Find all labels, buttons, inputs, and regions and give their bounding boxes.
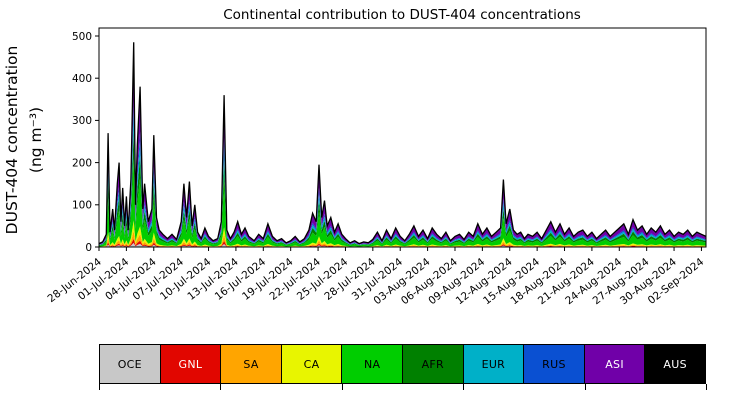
legend-label: CA <box>303 357 320 371</box>
legend-label: AFR <box>421 357 444 371</box>
legend-item-aus: AUS <box>644 344 706 384</box>
y-tick-label: 300 <box>72 115 92 127</box>
legend-label: SA <box>243 357 259 371</box>
y-tick-label: 100 <box>72 200 92 212</box>
y-axis-label-line2: (ng m⁻³) <box>27 107 45 173</box>
legend-item-gnl: GNL <box>159 344 222 384</box>
dust-stacked-area-chart: Continental contribution to DUST-404 con… <box>3 7 707 307</box>
legend-item-rus: RUS <box>523 344 585 384</box>
total-line <box>98 42 707 245</box>
legend-label: OCE <box>117 357 142 371</box>
legend-label: NA <box>363 357 381 371</box>
legend-label: EUR <box>481 357 506 371</box>
legend-item-afr: AFR <box>401 344 464 384</box>
legend-item-na: NA <box>341 344 403 384</box>
legend-axis-tick <box>341 384 343 390</box>
y-tick-label: 400 <box>72 73 92 85</box>
legend-label: ASI <box>605 357 624 371</box>
legend: OCE GNL SA CA NA AFR EUR RUS ASI AUS <box>99 344 706 384</box>
legend-label: GNL <box>178 357 203 371</box>
legend-axis-tick <box>706 384 707 390</box>
legend-item-oce: OCE <box>99 344 161 384</box>
legend-item-sa: SA <box>220 344 282 384</box>
legend-axis-tick <box>584 384 586 390</box>
legend-label: AUS <box>663 357 687 371</box>
legend-axis-tick <box>463 384 465 390</box>
legend-item-eur: EUR <box>462 344 525 384</box>
legend-axis-tick <box>99 384 100 390</box>
plot-area <box>98 42 707 247</box>
y-tick-label: 500 <box>72 31 92 43</box>
legend-item-ca: CA <box>280 344 343 384</box>
y-axis-label-line1: DUST-404 concentration <box>3 46 21 235</box>
axes: 010020030040050028-Jun-202401-Jul-202404… <box>46 27 707 307</box>
y-tick-label: 0 <box>85 242 92 254</box>
legend-item-asi: ASI <box>583 344 646 384</box>
legend-label: RUS <box>542 357 566 371</box>
y-tick-label: 200 <box>72 157 92 169</box>
legend-axis-tick <box>220 384 222 390</box>
chart-title: Continental contribution to DUST-404 con… <box>223 7 581 23</box>
axes-frame <box>98 27 707 248</box>
